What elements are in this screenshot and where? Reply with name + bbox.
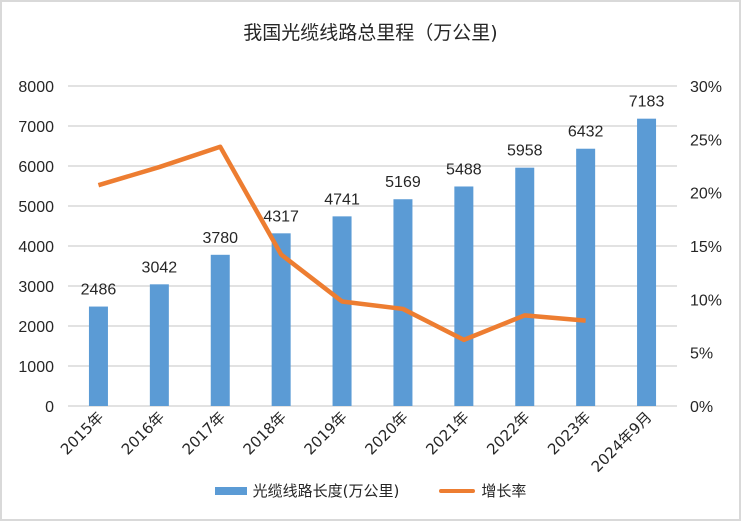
legend-label-bar: 光缆线路长度(万公里) xyxy=(252,482,400,500)
bar-value-label: 6432 xyxy=(568,124,604,141)
y-right-tick: 25% xyxy=(690,132,722,149)
x-tick-label: 2016年 xyxy=(118,408,168,458)
y-right-tick: 10% xyxy=(690,292,722,309)
line-swatch-icon xyxy=(439,488,476,493)
bar-value-label: 3042 xyxy=(142,259,178,276)
bar-value-label: 5488 xyxy=(446,161,482,178)
x-tick-label: 2015年 xyxy=(57,408,107,458)
bar xyxy=(332,216,352,406)
bar xyxy=(393,199,413,406)
y-left-tick: 6000 xyxy=(18,159,54,176)
y-right-tick: 20% xyxy=(690,186,722,203)
x-tick-label: 2024年9月 xyxy=(588,408,656,476)
y-left-tick: 8000 xyxy=(18,79,54,96)
bar xyxy=(88,306,108,406)
y-right-tick: 30% xyxy=(690,79,722,96)
bar-value-label: 7183 xyxy=(629,94,665,111)
y-left-tick: 3000 xyxy=(18,279,54,296)
chart-title: 我国光缆线路总里程（万公里) xyxy=(243,22,498,44)
y-left-tick: 0 xyxy=(45,399,54,416)
y-left-tick: 7000 xyxy=(18,119,54,136)
legend-item-bar: 光缆线路长度(万公里) xyxy=(214,480,400,501)
y-left-tick: 2000 xyxy=(18,319,54,336)
growth-rate-line xyxy=(97,144,586,343)
x-tick-label: 2022年 xyxy=(483,408,533,458)
bar xyxy=(210,254,230,406)
bar xyxy=(149,284,169,406)
bar-value-label: 4741 xyxy=(324,191,360,208)
y-right-tick: 15% xyxy=(690,239,722,256)
y-left-tick: 4000 xyxy=(18,239,54,256)
y-right-tick: 5% xyxy=(690,346,713,363)
bar-value-label: 5958 xyxy=(507,143,543,160)
bar-swatch-icon xyxy=(214,486,247,495)
legend-item-line: 增长率 xyxy=(439,480,526,501)
y-left-tick: 5000 xyxy=(18,199,54,216)
y-right-tick: 0% xyxy=(690,399,713,416)
bar xyxy=(515,167,535,406)
legend-label-line: 增长率 xyxy=(481,482,527,500)
bar-value-label: 2486 xyxy=(81,282,117,299)
bar-value-label: 3780 xyxy=(202,230,238,247)
x-tick-label: 2019年 xyxy=(301,408,351,458)
bar-value-label: 5169 xyxy=(385,174,421,191)
bar xyxy=(454,186,474,406)
y-left-tick: 1000 xyxy=(18,359,54,376)
x-tick-label: 2017年 xyxy=(179,408,229,458)
bar xyxy=(576,148,596,406)
x-tick-label: 2018年 xyxy=(240,408,290,458)
bar xyxy=(637,118,657,407)
x-tick-label: 2021年 xyxy=(422,408,472,458)
legend: 光缆线路长度(万公里) 增长率 xyxy=(0,480,741,501)
bar-value-label: 4317 xyxy=(263,208,299,225)
bar xyxy=(271,233,291,406)
x-tick-label: 2020年 xyxy=(361,408,411,458)
x-tick-label: 2023年 xyxy=(544,408,594,458)
